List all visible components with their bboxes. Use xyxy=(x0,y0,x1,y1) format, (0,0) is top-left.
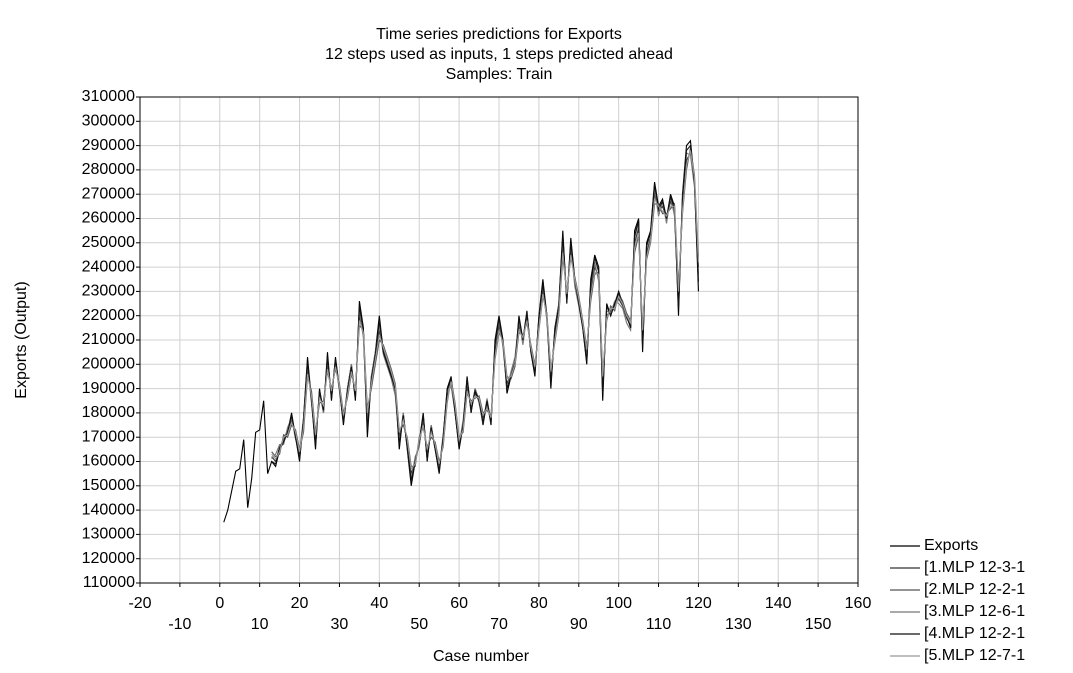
subtitle: Samples: Train xyxy=(446,66,553,83)
y-tick-label: 160000 xyxy=(82,453,135,470)
x-tick-label: 0 xyxy=(215,595,224,612)
legend-label: Exports xyxy=(924,537,978,554)
x-tick-label: 160 xyxy=(845,595,872,612)
x-tick-label: 90 xyxy=(570,616,588,633)
x-tick-label: 140 xyxy=(765,595,792,612)
x-tick-label: 40 xyxy=(370,595,388,612)
plot-frame xyxy=(139,96,859,584)
y-tick-label: 200000 xyxy=(82,356,135,373)
legend-label: [4.MLP 12-2-1 xyxy=(924,625,1025,642)
x-tick-label: 150 xyxy=(805,616,832,633)
y-tick-label: 130000 xyxy=(82,526,135,543)
y-axis-label: Exports (Output) xyxy=(13,281,30,398)
x-tick-label: 130 xyxy=(725,616,752,633)
x-tick-label: 120 xyxy=(685,595,712,612)
x-tick-label: 100 xyxy=(605,595,632,612)
y-tick-label: 120000 xyxy=(82,550,135,567)
x-tick-label: 70 xyxy=(490,616,508,633)
y-tick-label: 290000 xyxy=(82,137,135,154)
y-tick-label: 210000 xyxy=(82,331,135,348)
x-tick-label: -10 xyxy=(168,616,191,633)
x-tick-label: 110 xyxy=(646,616,672,633)
x-axis-label: Case number xyxy=(433,648,530,665)
legend-label: [5.MLP 12-7-1 xyxy=(924,647,1025,664)
y-tick-label: 270000 xyxy=(82,185,135,202)
y-tick-label: 150000 xyxy=(82,477,135,494)
y-tick-label: 310000 xyxy=(82,88,135,105)
series-line xyxy=(271,147,699,467)
x-tick-label: 10 xyxy=(251,616,269,633)
legend-label: [3.MLP 12-6-1 xyxy=(924,603,1025,620)
y-tick-label: 110000 xyxy=(83,574,135,591)
y-tick-label: 280000 xyxy=(82,161,135,178)
y-tick-label: 250000 xyxy=(82,234,135,251)
y-tick-label: 230000 xyxy=(82,283,135,300)
y-tick-label: 180000 xyxy=(82,404,135,421)
y-tick-label: 170000 xyxy=(82,428,135,445)
series-line xyxy=(271,150,699,471)
x-tick-label: 20 xyxy=(291,595,309,612)
series-line xyxy=(223,139,699,523)
y-tick-label: 140000 xyxy=(82,501,135,518)
x-tick-label: 30 xyxy=(331,616,349,633)
x-tick-label: 60 xyxy=(450,595,468,612)
y-tick-label: 240000 xyxy=(82,258,135,275)
x-tick-label: 50 xyxy=(410,616,428,633)
subtitle: 12 steps used as inputs, 1 steps predict… xyxy=(325,46,673,63)
title: Time series predictions for Exports xyxy=(376,26,622,43)
series-line xyxy=(271,144,699,482)
y-tick-label: 260000 xyxy=(82,210,135,227)
y-tick-label: 220000 xyxy=(82,307,135,324)
legend-label: [2.MLP 12-2-1 xyxy=(924,581,1025,598)
y-tick-label: 190000 xyxy=(82,380,135,397)
legend-label: [1.MLP 12-3-1 xyxy=(924,559,1025,576)
series-line xyxy=(271,151,699,474)
x-tick-label: 80 xyxy=(530,595,548,612)
x-tick-label: -20 xyxy=(128,595,151,612)
y-tick-label: 300000 xyxy=(82,113,135,130)
